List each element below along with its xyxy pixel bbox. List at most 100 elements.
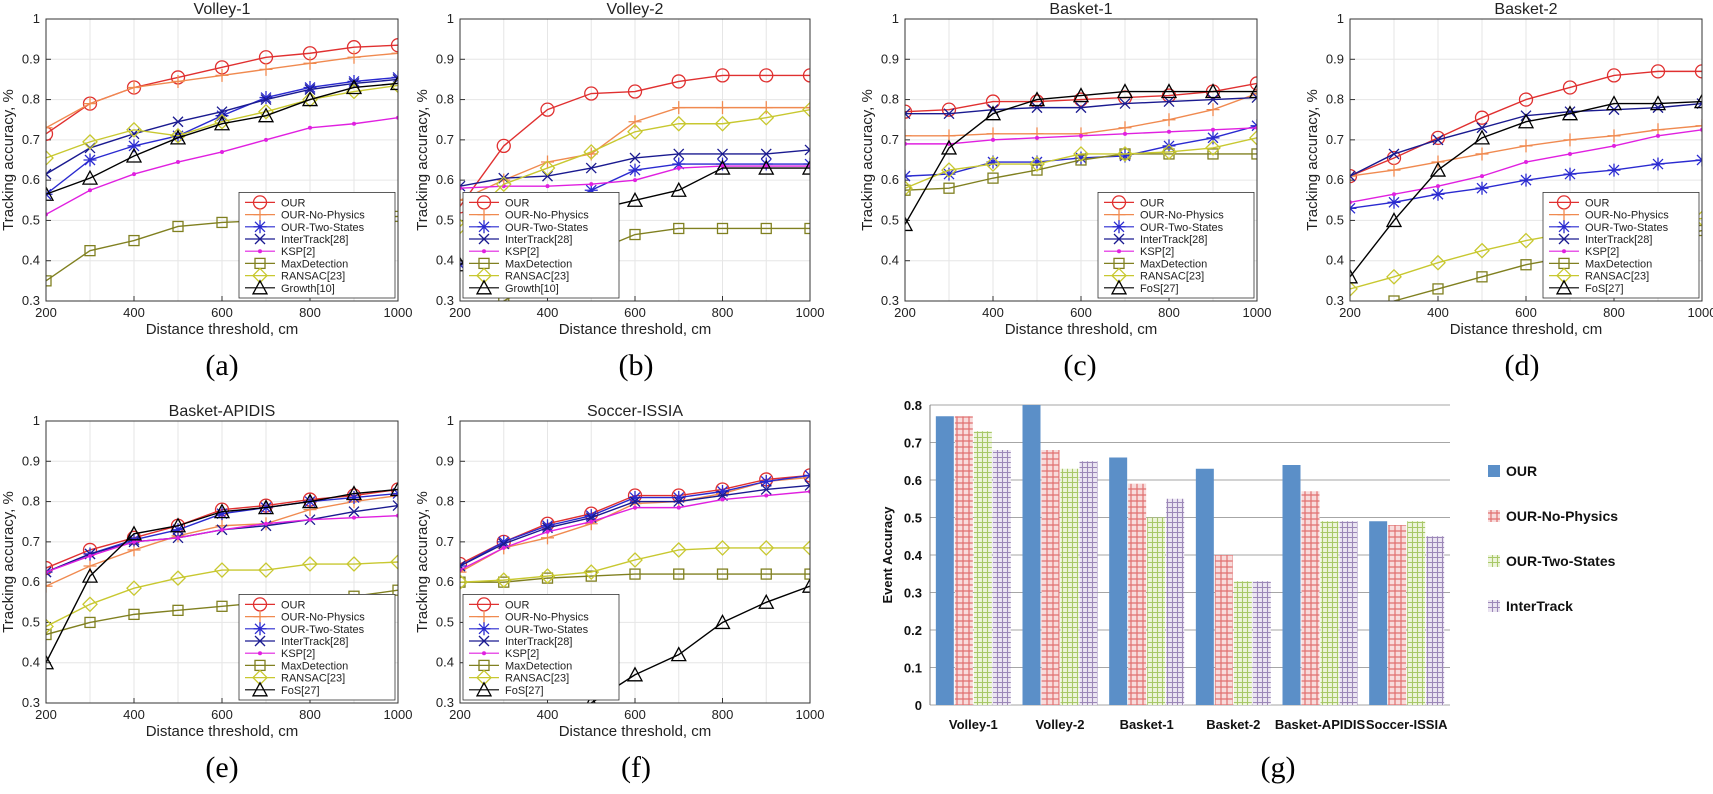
data-point [260, 94, 272, 106]
data-point [804, 144, 810, 156]
data-point [132, 539, 136, 544]
series-our-two-states [1350, 153, 1702, 215]
y-tick-label: 0.7 [904, 436, 922, 451]
legend-label: RANSAC[23] [281, 673, 345, 685]
bar-our-two-states [973, 431, 992, 705]
legend-marker [253, 220, 267, 234]
bar-group-basket-1: Basket-1 [1109, 457, 1185, 732]
data-point [584, 86, 599, 101]
data-point [84, 616, 96, 629]
data-point [585, 162, 597, 174]
data-point [758, 109, 775, 126]
data-point [1028, 91, 1046, 107]
series-group [46, 38, 398, 287]
legend-label: KSP[2] [1585, 246, 1619, 258]
legend-box [238, 191, 396, 299]
chart-title: Basket-2 [1494, 1, 1557, 18]
data-point [760, 148, 772, 160]
x-tick-label: Volley-2 [1036, 717, 1085, 732]
data-point [352, 121, 356, 126]
bar-our-no-physics [1128, 483, 1147, 705]
y-tick-label: 0.9 [436, 51, 454, 66]
legend-item: RANSAC[23] [469, 267, 569, 284]
data-point [720, 497, 725, 502]
legend: OUROUR-No-PhysicsOUR-Two-StatesInterTrac… [1097, 191, 1255, 299]
data-point [303, 80, 317, 94]
y-tick-label: 0.7 [436, 132, 454, 147]
x-tick-label: Soccer-ISSIA [1366, 717, 1448, 732]
legend-label: OUR-No-Physics [505, 612, 589, 624]
data-point [169, 517, 187, 533]
legend-marker [482, 249, 486, 254]
legend-label: OUR [1506, 463, 1537, 479]
data-point [633, 178, 637, 183]
legend-label: OUR [281, 599, 306, 611]
y-tick-label: 0.4 [22, 655, 40, 670]
series-line [1350, 100, 1702, 278]
data-point [1432, 283, 1444, 295]
legend-item: KSP[2] [469, 246, 539, 258]
x-tick-label: 600 [624, 707, 646, 722]
data-point [759, 474, 773, 488]
data-point [670, 541, 687, 558]
x-tick-label: Basket-2 [1206, 717, 1260, 732]
data-point [1167, 129, 1171, 134]
x-tick-label: 600 [624, 305, 646, 320]
x-tick-label: 1000 [796, 305, 825, 320]
data-point [301, 493, 319, 509]
data-point [1656, 133, 1660, 138]
legend-item: FoS[27] [1104, 279, 1179, 295]
data-point [392, 584, 398, 596]
data-point [759, 157, 773, 171]
bar-our-two-states [1060, 468, 1079, 705]
data-point [1160, 83, 1178, 99]
legend-marker [477, 610, 491, 624]
series-our-no-physics [905, 87, 1257, 143]
data-point [46, 566, 52, 578]
x-axis-label: Distance threshold, cm [1450, 321, 1603, 338]
series-line [46, 84, 398, 159]
legend-label: KSP[2] [1140, 246, 1174, 258]
legend-label: OUR-No-Physics [505, 210, 589, 222]
legend-item: OUR-Two-States [1549, 220, 1669, 234]
data-point [1568, 151, 1572, 156]
legend-box [1097, 191, 1255, 299]
panel-c: (c) 0.3 0.4 0.5 0.6 0.7 0.8 0.9 1 200 400 600 800 100… [859, 1, 1271, 382]
data-point [170, 570, 186, 587]
data-point [390, 38, 398, 53]
data-point [1436, 184, 1440, 189]
legend-item: Growth[10] [469, 279, 559, 295]
caption-a: (a) [205, 349, 238, 382]
legend-marker [254, 635, 266, 647]
series-line [460, 74, 810, 207]
data-point [390, 554, 398, 570]
legend-label: RANSAC[23] [281, 271, 345, 283]
data-point [1035, 135, 1039, 140]
data-point [46, 579, 53, 593]
data-point [82, 133, 98, 150]
x-tick-label: 400 [123, 305, 145, 320]
data-point [347, 50, 361, 64]
data-point [1612, 143, 1616, 148]
data-point [46, 560, 54, 576]
y-tick-label: 0.3 [22, 293, 40, 308]
data-point [670, 646, 687, 662]
x-axis-label: Distance threshold, cm [146, 723, 299, 740]
data-point [759, 101, 773, 115]
legend-marker [252, 267, 268, 284]
data-point [760, 568, 772, 580]
data-point [940, 139, 958, 155]
legend-marker [251, 681, 269, 697]
data-point [1476, 122, 1488, 134]
x-tick-label: 200 [35, 707, 57, 722]
x-tick-label: 800 [712, 305, 734, 320]
legend-item: Growth[10] [245, 279, 335, 295]
data-point [670, 115, 687, 132]
legend-label: RANSAC[23] [505, 673, 569, 685]
legend-marker [476, 669, 492, 686]
legend-label: KSP[2] [281, 246, 315, 258]
data-point [1563, 133, 1577, 147]
data-point [715, 68, 730, 83]
data-point [1075, 154, 1087, 166]
y-tick-label: 0.7 [22, 534, 40, 549]
